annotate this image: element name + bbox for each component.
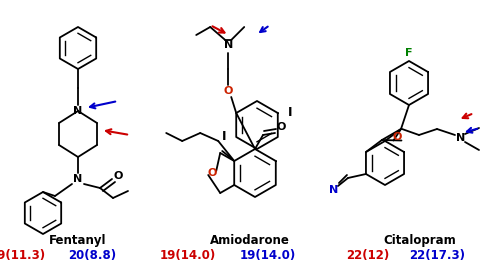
Text: O: O: [114, 171, 122, 181]
Text: N: N: [456, 133, 466, 143]
Text: 22(12): 22(12): [346, 249, 389, 262]
Text: N: N: [74, 174, 82, 184]
Text: O: O: [208, 168, 217, 178]
Text: N: N: [224, 40, 233, 50]
Text: I: I: [288, 107, 292, 119]
Text: N: N: [330, 185, 338, 195]
Text: N: N: [74, 106, 82, 116]
Text: O: O: [276, 122, 285, 132]
Text: Fentanyl: Fentanyl: [49, 234, 106, 247]
Text: 19(14.0): 19(14.0): [160, 249, 216, 262]
Text: Citalopram: Citalopram: [384, 234, 456, 247]
Text: 19(14.0): 19(14.0): [240, 249, 296, 262]
Text: O: O: [393, 132, 402, 141]
Text: Amiodarone: Amiodarone: [210, 234, 290, 247]
Text: 20(8.8): 20(8.8): [68, 249, 116, 262]
Text: O: O: [224, 86, 233, 96]
Text: F: F: [405, 48, 413, 58]
Text: 22(17.3): 22(17.3): [410, 249, 466, 262]
Text: 19(11.3): 19(11.3): [0, 249, 46, 262]
Text: I: I: [222, 130, 226, 144]
